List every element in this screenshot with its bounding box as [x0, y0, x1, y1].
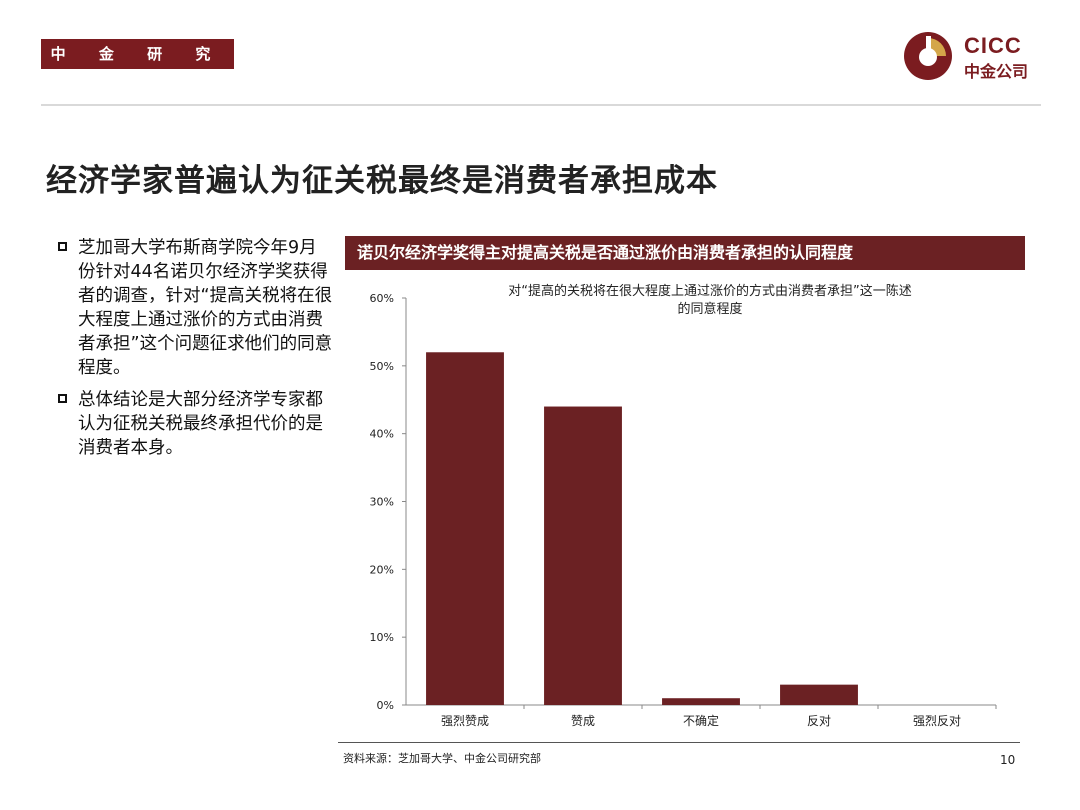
x-tick-label: 反对 [807, 714, 831, 728]
chart-title: 的同意程度 [677, 301, 742, 317]
y-tick-label: 40% [370, 428, 394, 441]
bullet-square-icon [58, 394, 67, 403]
bullet-text: 芝加哥大学布斯商学院今年9月份针对44名诺贝尔经济学奖获得者的调查，针对“提高关… [78, 238, 333, 378]
x-tick-label: 强烈反对 [913, 714, 961, 728]
cicc-logo: CICC 中金公司 [902, 30, 1042, 84]
cicc-logo-mark-icon [904, 32, 952, 80]
page-number: 10 [1000, 753, 1016, 767]
logo-text-cn: 中金公司 [964, 62, 1029, 81]
source-note: 资料来源：芝加哥大学、中金公司研究部 [343, 752, 541, 765]
x-tick-label: 不确定 [683, 713, 719, 728]
bullet-text: 总体结论是大部分经济学专家都认为征税关税最终承担代价的是消费者本身。 [78, 390, 323, 458]
logo-text-en: CICC [964, 33, 1022, 58]
x-tick-label: 强烈赞成 [441, 714, 489, 728]
y-tick-label: 0% [377, 699, 394, 712]
bar-4 [780, 684, 858, 705]
bar-1 [426, 352, 504, 705]
y-tick-label: 30% [370, 496, 394, 509]
y-tick-label: 10% [370, 631, 394, 644]
department-tag: 中 金 研 究 部 [41, 39, 234, 93]
footer-divider [338, 742, 1020, 743]
bar-2 [544, 406, 622, 705]
header-divider [41, 104, 1041, 106]
chart-title: 对“提高的关税将在很大程度上通过涨价的方式由消费者承担”这一陈述 [508, 283, 911, 299]
chart-header: 诺贝尔经济学奖得主对提高关税是否通过涨价由消费者承担的认同程度 [345, 236, 1025, 270]
bar-3 [662, 698, 740, 705]
y-tick-label: 50% [370, 360, 394, 373]
y-tick-label: 60% [370, 292, 394, 305]
page-title: 经济学家普遍认为征关税最终是消费者承担成本 [46, 163, 718, 199]
bullet-item: 芝加哥大学布斯商学院今年9月份针对44名诺贝尔经济学奖获得者的调查，针对“提高关… [58, 236, 334, 380]
y-tick-label: 20% [370, 563, 394, 576]
bullet-square-icon [58, 242, 67, 251]
x-tick-label: 赞成 [571, 714, 595, 728]
bullet-list: 芝加哥大学布斯商学院今年9月份针对44名诺贝尔经济学奖获得者的调查，针对“提高关… [58, 236, 334, 468]
bullet-item: 总体结论是大部分经济学专家都认为征税关税最终承担代价的是消费者本身。 [58, 388, 334, 460]
